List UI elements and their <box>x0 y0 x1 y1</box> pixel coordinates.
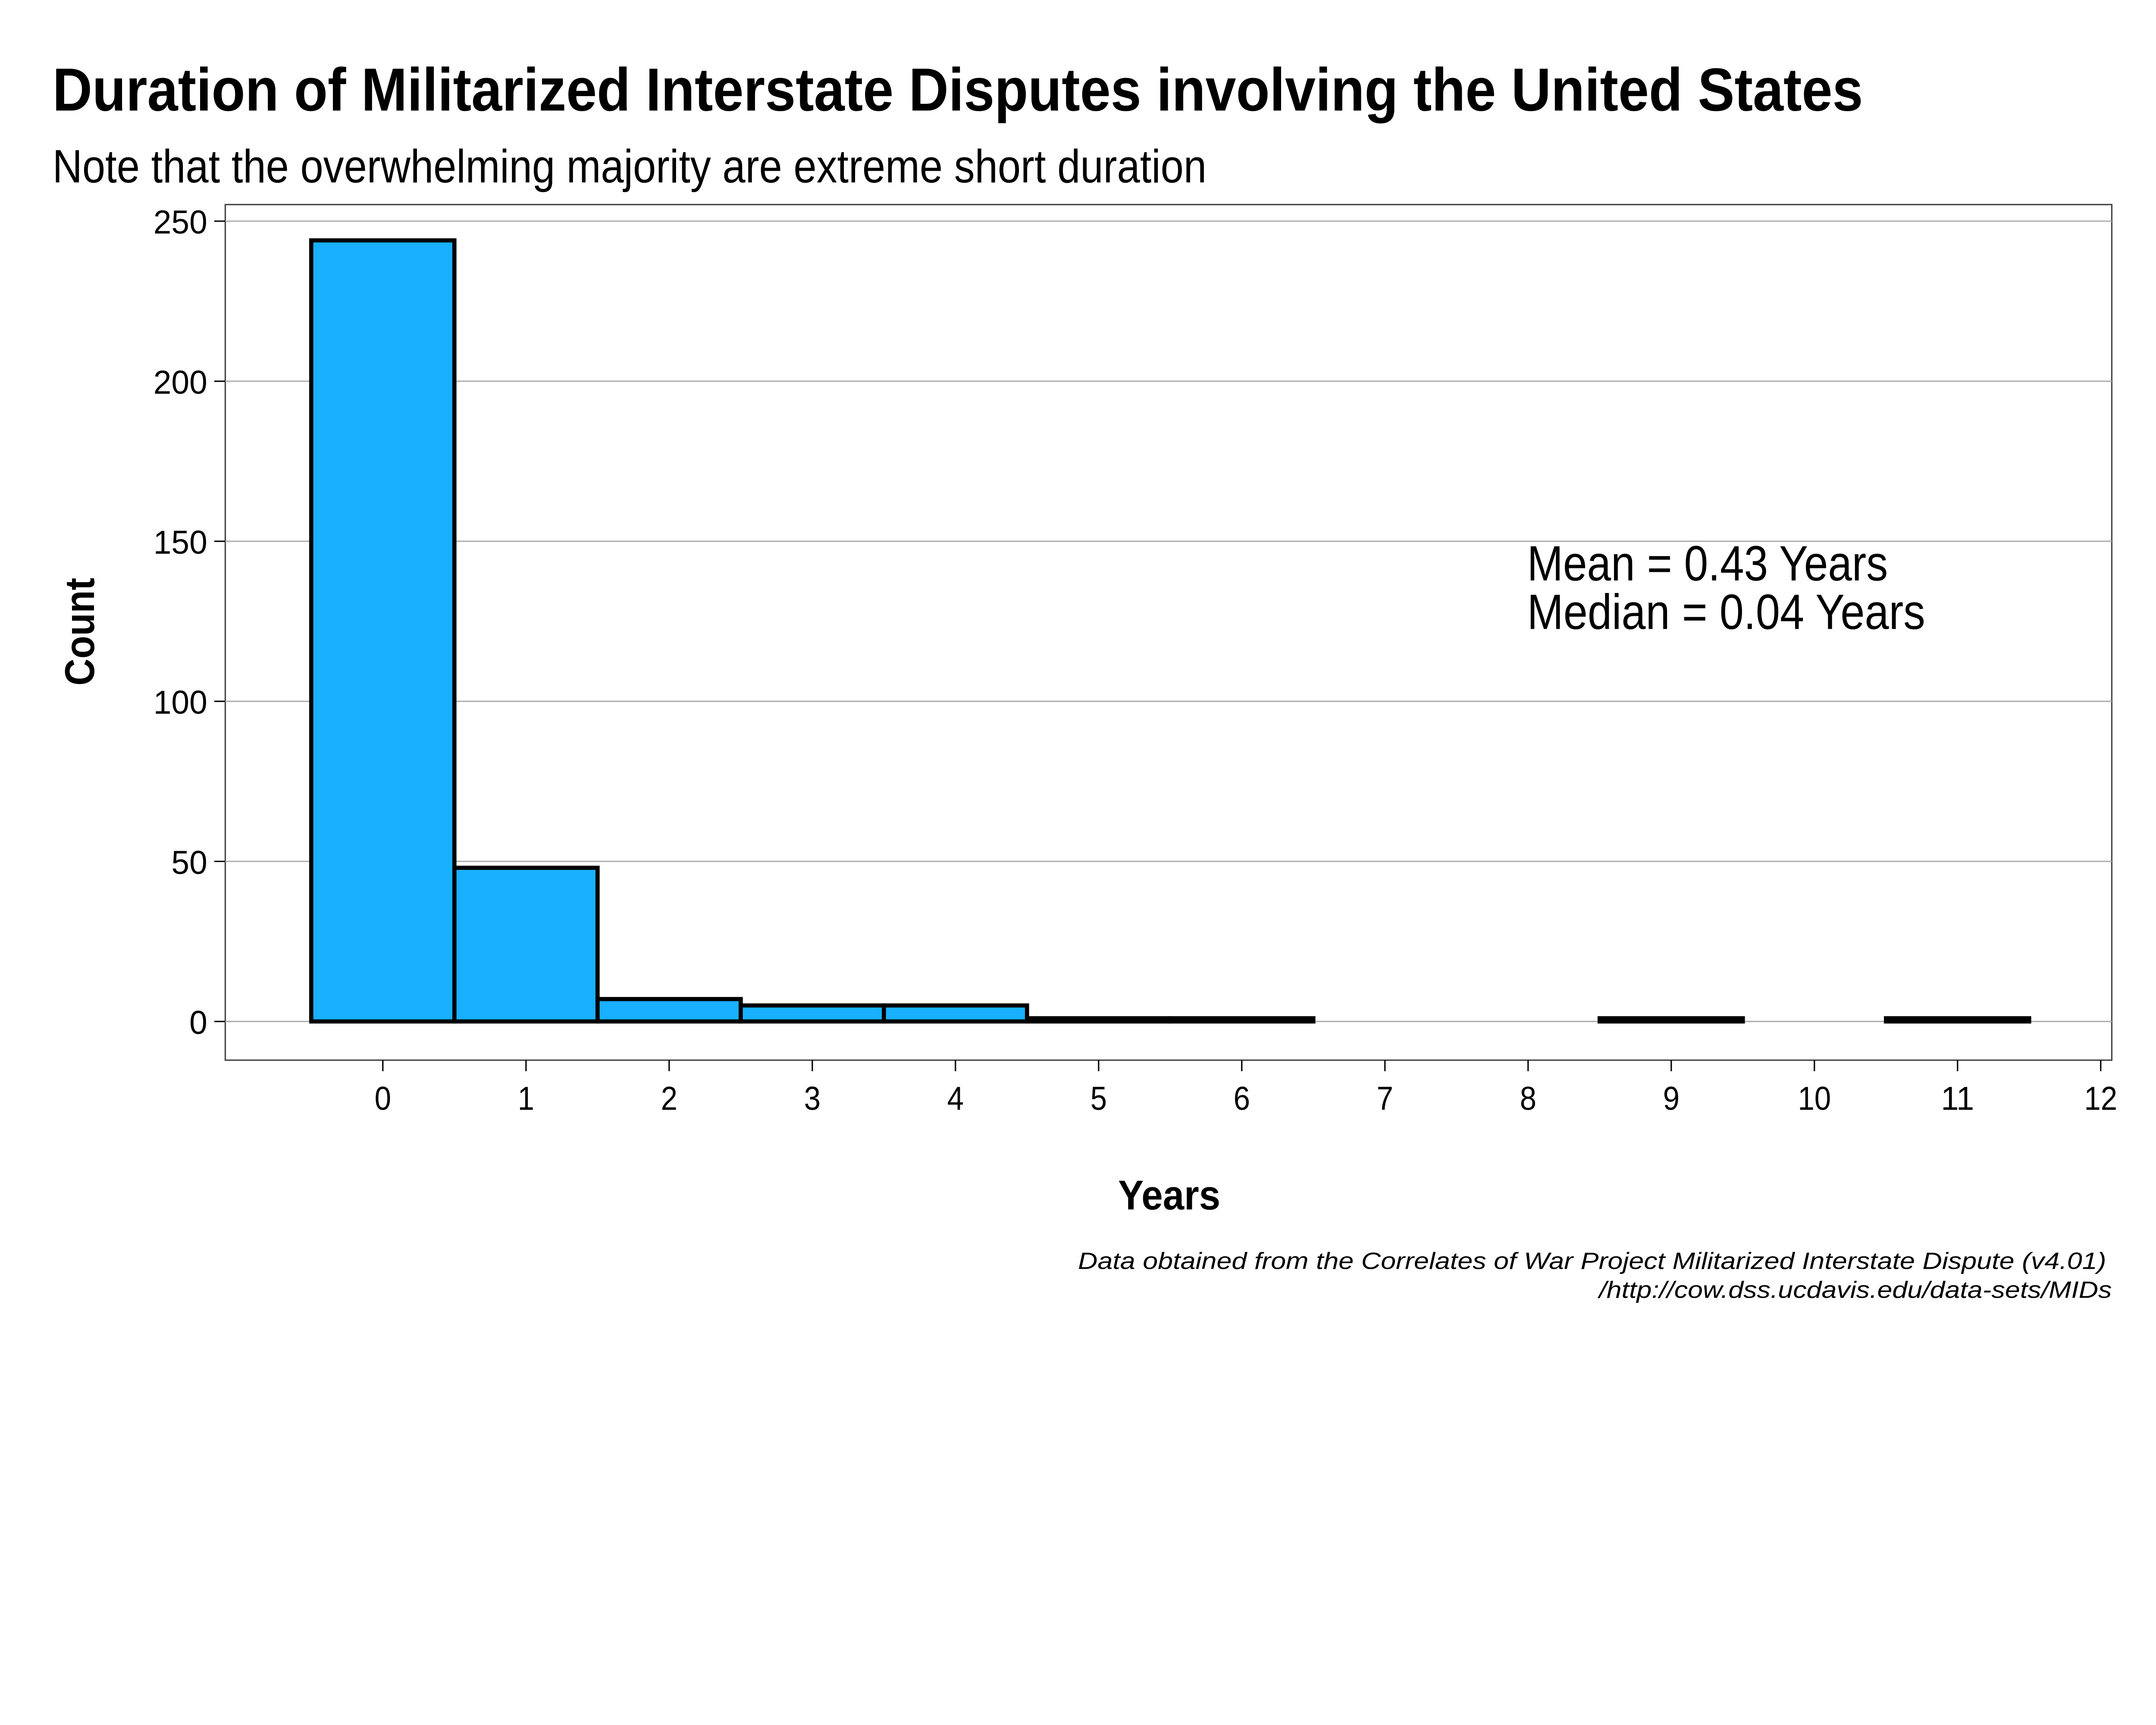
x-tick-label: 7 <box>1377 1080 1393 1117</box>
median-annotation: Median = 0.04 Years <box>1527 584 1925 640</box>
x-tick-label: 11 <box>1941 1080 1974 1117</box>
y-tick-label: 0 <box>189 1004 207 1041</box>
histogram-bar <box>882 1003 1029 1024</box>
x-tick-label: 12 <box>2084 1080 2117 1117</box>
y-tick-label: 250 <box>154 204 207 241</box>
x-tick-label: 5 <box>1091 1080 1107 1117</box>
x-tick-label: 6 <box>1234 1080 1250 1117</box>
histogram-chart: Duration of Militarized Interstate Dispu… <box>53 55 2117 1303</box>
x-tick-label: 10 <box>1798 1080 1831 1117</box>
x-tick-label: 2 <box>661 1080 677 1117</box>
x-tick-label: 1 <box>518 1080 534 1117</box>
x-axis-title: Years <box>1118 1172 1220 1218</box>
y-tick-label: 50 <box>171 844 207 881</box>
chart-title: Duration of Militarized Interstate Dispu… <box>53 55 1863 123</box>
bars <box>309 238 2031 1024</box>
x-tick-label: 8 <box>1520 1080 1536 1117</box>
y-tick-label: 150 <box>154 524 207 561</box>
chart-subtitle: Note that the overwhelming majority are … <box>53 140 1206 193</box>
caption-url: /http://cow.dss.ucdavis.edu/data-sets/MI… <box>1597 1277 2112 1303</box>
mean-annotation: Mean = 0.43 Years <box>1527 536 1888 591</box>
histogram-bar <box>595 997 743 1024</box>
x-tick-label: 4 <box>947 1080 964 1117</box>
histogram-bar <box>1597 1016 1745 1024</box>
histogram-bar <box>1168 1016 1316 1024</box>
caption-source: Data obtained from the Correlates of War… <box>1078 1248 2106 1274</box>
histogram-bar <box>739 1003 886 1024</box>
histogram-bar <box>452 866 600 1024</box>
x-axis: 0 1 2 3 4 5 6 7 8 9 10 11 12 <box>375 1060 2117 1117</box>
y-tick-label: 200 <box>154 364 207 401</box>
y-tick-label: 100 <box>154 684 207 721</box>
x-tick-label: 3 <box>804 1080 821 1117</box>
histogram-bar <box>309 238 457 1024</box>
histogram-bar <box>1883 1016 2031 1024</box>
y-axis-title: Count <box>57 578 103 686</box>
histogram-bar <box>1025 1016 1172 1024</box>
y-axis: 0 50 100 150 200 250 <box>154 204 226 1041</box>
x-tick-label: 9 <box>1663 1080 1680 1117</box>
x-tick-label: 0 <box>375 1080 391 1117</box>
